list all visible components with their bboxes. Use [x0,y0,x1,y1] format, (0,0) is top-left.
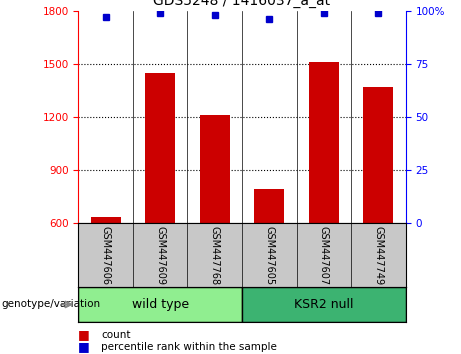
Text: GSM447768: GSM447768 [210,226,220,285]
Bar [78,287,242,322]
Text: KSR2 null: KSR2 null [294,298,354,311]
Text: GSM447605: GSM447605 [264,226,274,285]
Text: GSM447609: GSM447609 [155,226,165,285]
Bar [309,62,339,223]
Text: genotype/variation: genotype/variation [1,299,100,309]
Text: GSM447607: GSM447607 [319,226,329,285]
Bar [200,115,230,223]
Bar [363,87,393,223]
Text: GSM447606: GSM447606 [100,226,111,285]
Bar [242,287,406,322]
Text: GSM447749: GSM447749 [373,226,384,285]
Text: percentile rank within the sample: percentile rank within the sample [101,342,278,352]
Text: count: count [101,330,131,339]
Text: ■: ■ [78,341,90,353]
Text: ■: ■ [78,328,90,341]
Text: wild type: wild type [132,298,189,311]
Bar [91,217,121,223]
Title: GDS5248 / 1416037_a_at: GDS5248 / 1416037_a_at [154,0,331,8]
Bar [254,189,284,223]
Bar [145,73,175,223]
